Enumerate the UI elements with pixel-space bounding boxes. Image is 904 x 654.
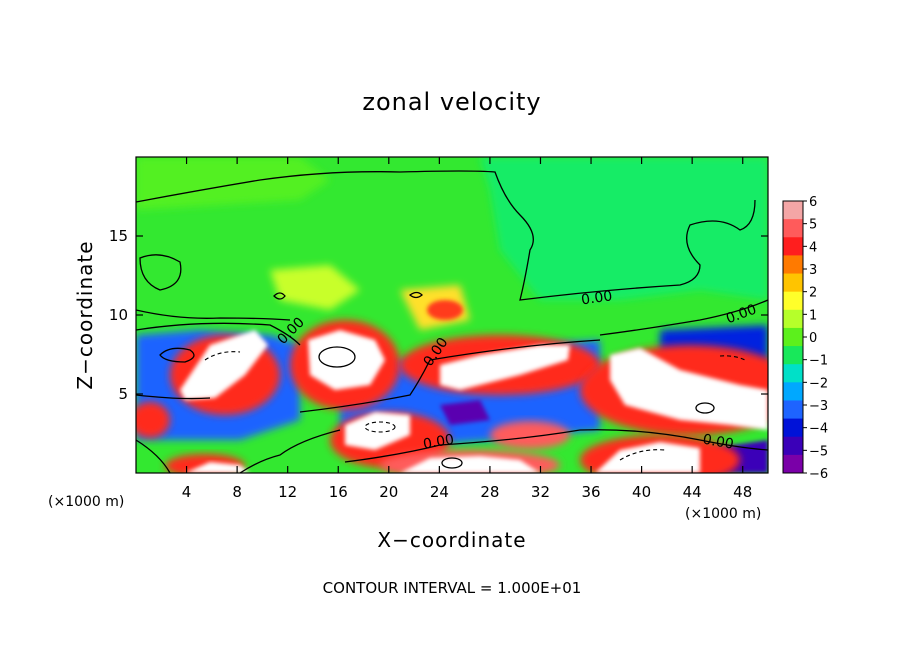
field-core-white-4 bbox=[610, 348, 768, 430]
x-tick-label: 36 bbox=[581, 483, 600, 501]
field-patch-red bbox=[427, 300, 463, 320]
colorbar-swatch bbox=[783, 255, 803, 275]
x-tick-label: 20 bbox=[379, 483, 398, 501]
x-tick-label: 16 bbox=[329, 483, 348, 501]
field-region-light-green bbox=[136, 157, 330, 210]
colorbar-tick-label: 1 bbox=[809, 308, 817, 323]
colorbar-tick-label: 2 bbox=[809, 286, 817, 301]
colorbar-swatch bbox=[783, 346, 803, 365]
contour-labels: 0.000.000.000.000.00 0.00 bbox=[274, 288, 758, 452]
x-tick-label: 4 bbox=[182, 483, 192, 501]
colorbar-tick-label: −5 bbox=[809, 444, 828, 459]
contour-label: 0.00 bbox=[701, 432, 734, 453]
colorbar-swatch bbox=[783, 309, 803, 329]
colorbar: 6 5 4 3 2 1 0 −1 −2 −3 −4 −5 −6 bbox=[782, 195, 828, 482]
contour-interval-footer: CONTOUR INTERVAL = 1.000E+01 bbox=[323, 579, 582, 597]
x-tick-label: 28 bbox=[480, 483, 499, 501]
colorbar-tick-label: 0 bbox=[809, 331, 817, 346]
y-tick-label: 10 bbox=[109, 306, 128, 324]
field-core-white-7 bbox=[400, 456, 540, 473]
field-core-white-1 bbox=[180, 330, 268, 400]
y-tick-label: 15 bbox=[109, 227, 128, 245]
y-tick-label: 5 bbox=[118, 385, 128, 403]
field-core-white-8 bbox=[185, 462, 250, 473]
colorbar-tick-label: 3 bbox=[809, 263, 817, 278]
field-patch-purple bbox=[440, 400, 490, 425]
x-tick-label: 8 bbox=[232, 483, 242, 501]
colorbar-swatch bbox=[783, 327, 803, 347]
contour-lines-dashed bbox=[204, 351, 746, 461]
field-core-white-3 bbox=[440, 345, 570, 390]
field-core-white-5 bbox=[345, 412, 410, 450]
colorbar-swatch bbox=[783, 364, 803, 383]
field-rim-red-9 bbox=[136, 402, 170, 438]
colorbar-swatch bbox=[783, 382, 803, 401]
x-unit-left: (×1000 m) bbox=[48, 494, 124, 510]
colorbar-tick-label: −4 bbox=[809, 422, 828, 437]
colorbar-tick-label: −2 bbox=[809, 376, 828, 391]
contour-label: 0.00 bbox=[422, 432, 455, 453]
contour-lines bbox=[136, 170, 768, 473]
colorbar-swatch bbox=[783, 418, 803, 438]
heatmap-field bbox=[136, 157, 768, 473]
x-unit-right: (×1000 m) bbox=[685, 506, 761, 522]
x-tick-label: 12 bbox=[278, 483, 297, 501]
colorbar-tick-label: 4 bbox=[809, 240, 817, 255]
colorbar-swatch bbox=[783, 201, 803, 220]
colorbar-tick-label: −6 bbox=[809, 467, 828, 482]
chart-title: zonal velocity bbox=[362, 88, 542, 116]
field-region-cyan-green bbox=[480, 157, 768, 300]
colorbar-tick-label: 5 bbox=[809, 218, 817, 233]
colorbar-swatch bbox=[783, 436, 803, 456]
colorbar-swatch bbox=[783, 273, 803, 293]
colorbar-tick-label: 6 bbox=[809, 195, 817, 210]
x-tick-label: 40 bbox=[632, 483, 651, 501]
y-axis-label: Z−coordinate bbox=[73, 240, 97, 389]
colorbar-tick-label: −1 bbox=[809, 354, 828, 369]
x-axis-label: X−coordinate bbox=[377, 528, 526, 552]
x-tick-label: 24 bbox=[430, 483, 449, 501]
colorbar-swatch bbox=[783, 400, 803, 420]
x-tick-label: 32 bbox=[531, 483, 550, 501]
colorbar-swatch bbox=[783, 291, 803, 311]
colorbar-swatch bbox=[783, 454, 803, 474]
field-patch-yellow-green bbox=[270, 265, 360, 310]
contour-label: 0.00 bbox=[580, 288, 613, 308]
field-core-white-6 bbox=[595, 442, 700, 473]
colorbar-swatch bbox=[783, 237, 803, 256]
colorbar-swatch bbox=[783, 219, 803, 238]
x-tick-label: 48 bbox=[733, 483, 752, 501]
colorbar-tick-label: −3 bbox=[809, 399, 828, 414]
x-tick-label: 44 bbox=[683, 483, 702, 501]
field-core-white-2 bbox=[308, 330, 385, 390]
field-rim-red-8 bbox=[490, 421, 570, 449]
